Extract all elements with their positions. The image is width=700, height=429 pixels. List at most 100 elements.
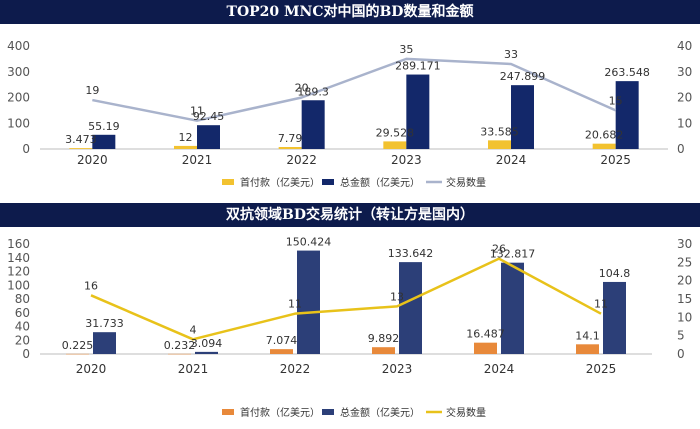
bar-data-label: 3.094 xyxy=(191,337,223,350)
bar-data-label: 33.585 xyxy=(480,125,519,138)
line-data-label: 33 xyxy=(504,48,518,61)
line-data-label: 13 xyxy=(390,290,404,303)
y-tick-label: 300 xyxy=(7,65,30,79)
line-data-label: 20 xyxy=(295,82,309,95)
bar-data-label: 31.733 xyxy=(85,317,124,330)
bar xyxy=(66,353,89,355)
legend-label: 总金额（亿美元） xyxy=(340,176,420,189)
legend-label: 总金额（亿美元） xyxy=(340,406,420,419)
y2-tick-label: 0 xyxy=(677,347,685,361)
bar-data-label: 7.074 xyxy=(266,334,298,347)
y-tick-label: 0 xyxy=(22,347,30,361)
line-data-label: 26 xyxy=(492,243,506,256)
bar xyxy=(603,281,626,354)
bar xyxy=(406,74,430,149)
y-tick-label: 80 xyxy=(15,292,30,306)
x-tick-label: 2023 xyxy=(382,362,413,376)
x-tick-label: 2020 xyxy=(76,362,107,376)
legend-label: 交易数量 xyxy=(446,406,486,419)
bar-data-label: 12 xyxy=(179,131,193,144)
bar-data-label: 263.548 xyxy=(604,66,650,79)
bar-data-label: 189.3 xyxy=(297,85,329,98)
line-data-label: 16 xyxy=(84,279,98,292)
y2-tick-label: 15 xyxy=(677,292,692,306)
line-data-label: 15 xyxy=(609,94,623,107)
bar xyxy=(615,81,639,149)
y-tick-label: 160 xyxy=(7,237,30,251)
line-data-label: 11 xyxy=(288,298,302,311)
bar xyxy=(576,344,599,354)
bar xyxy=(474,342,497,354)
bar xyxy=(168,353,191,355)
y2-tick-label: 10 xyxy=(677,116,692,130)
bar-data-label: 133.642 xyxy=(388,247,434,260)
bar-data-label: 289.171 xyxy=(395,60,441,73)
y-tick-label: 20 xyxy=(15,333,30,347)
line-data-label: 4 xyxy=(190,323,197,336)
bar xyxy=(174,145,197,149)
bar-data-label: 7.79 xyxy=(278,132,303,145)
x-tick-label: 2021 xyxy=(182,153,213,167)
bar xyxy=(511,85,534,149)
y2-tick-label: 20 xyxy=(677,91,692,105)
line-series xyxy=(90,257,602,341)
x-tick-label: 2022 xyxy=(280,362,311,376)
legend-swatch xyxy=(222,179,234,185)
legend-swatch xyxy=(222,409,234,415)
bar xyxy=(270,349,293,354)
x-tick-label: 2024 xyxy=(496,153,527,167)
legend-swatch xyxy=(322,179,334,185)
bar-data-label: 247.899 xyxy=(500,70,546,83)
bar-data-label: 14.1 xyxy=(575,329,600,342)
chart-title-bottom: 双抗领域BD交易统计（转让方是国内） xyxy=(0,203,700,227)
y-tick-label: 120 xyxy=(7,265,30,279)
bd-mnc-chart: 0 100 200 300 400 0 10 20 30 40 2020 2021 2022 2023 20… xyxy=(7,39,692,189)
bar-data-label: 55.19 xyxy=(88,120,120,133)
bar-data-label: 9.892 xyxy=(368,332,400,345)
x-tick-label: 2023 xyxy=(391,153,422,167)
bar xyxy=(197,125,220,149)
line-data-label: 35 xyxy=(399,43,413,56)
y2-tick-label: 40 xyxy=(677,39,692,53)
bar-data-label: 20.682 xyxy=(585,129,624,142)
y2-tick-label: 5 xyxy=(677,329,685,343)
y-tick-label: 400 xyxy=(7,39,30,53)
bar-data-label: 29.528 xyxy=(376,126,415,139)
bar xyxy=(501,262,524,354)
line-series xyxy=(92,57,617,122)
y2-tick-label: 30 xyxy=(677,65,692,79)
bar xyxy=(93,332,116,354)
y2-tick-label: 0 xyxy=(677,142,685,156)
line-data-label: 11 xyxy=(190,105,204,118)
y-tick-label: 0 xyxy=(22,142,30,156)
y2-tick-label: 25 xyxy=(677,255,692,269)
bar xyxy=(92,134,116,149)
bar xyxy=(399,262,422,354)
y-tick-label: 60 xyxy=(15,306,30,320)
bar xyxy=(195,351,218,354)
x-tick-label: 2020 xyxy=(77,153,108,167)
y-tick-label: 200 xyxy=(7,91,30,105)
line-data-label: 11 xyxy=(594,298,608,311)
y2-tick-label: 10 xyxy=(677,310,692,324)
x-tick-label: 2025 xyxy=(600,153,631,167)
x-tick-label: 2024 xyxy=(484,362,515,376)
legend-label: 首付款（亿美元） xyxy=(240,176,320,189)
chart-title-top: TOP20 MNC对中国的BD数量和金额 xyxy=(0,0,700,24)
bar-data-label: 132.817 xyxy=(490,248,536,261)
bar-data-label: 16.487 xyxy=(466,328,505,341)
y2-tick-label: 20 xyxy=(677,274,692,288)
bar-data-label: 104.8 xyxy=(599,267,631,280)
bar xyxy=(383,141,407,149)
bar xyxy=(372,347,395,354)
bar xyxy=(278,146,302,149)
x-tick-label: 2022 xyxy=(286,153,317,167)
bar xyxy=(301,100,325,149)
y-tick-label: 100 xyxy=(7,116,30,130)
bar-data-label: 92.45 xyxy=(193,110,225,123)
bar-data-label: 150.424 xyxy=(286,236,332,249)
x-tick-label: 2021 xyxy=(178,362,209,376)
bar xyxy=(69,148,93,149)
x-tick-label: 2025 xyxy=(586,362,617,376)
legend-label: 交易数量 xyxy=(446,176,486,189)
